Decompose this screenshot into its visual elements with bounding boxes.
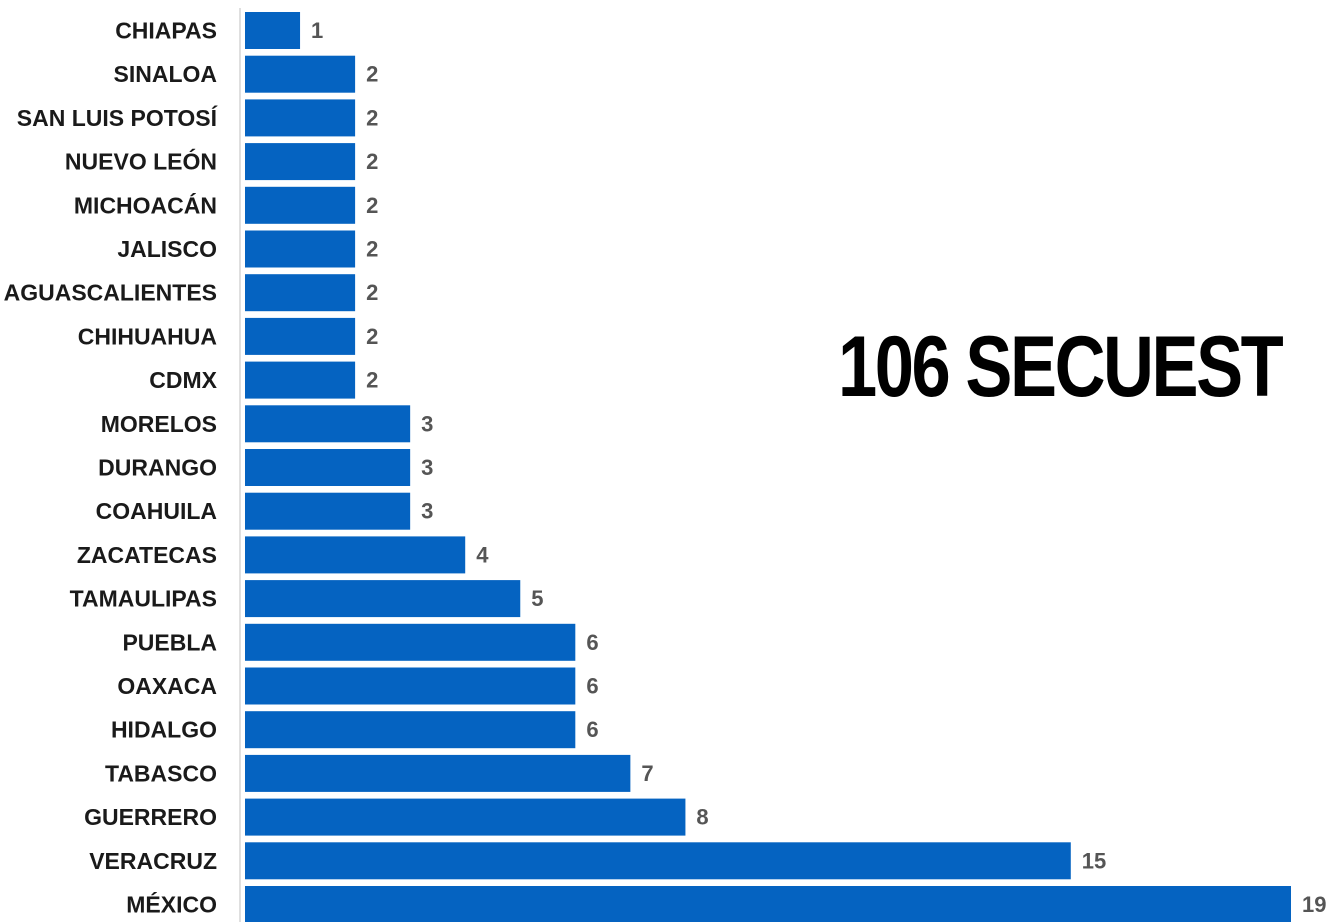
bar-11 xyxy=(245,492,411,530)
value-label: 6 xyxy=(586,630,598,655)
value-label: 2 xyxy=(366,368,378,393)
value-label: 7 xyxy=(641,761,653,786)
headline-text: 106 SECUEST xyxy=(838,319,1284,415)
bar-4 xyxy=(245,186,356,224)
bar-12 xyxy=(245,536,466,574)
bar-14 xyxy=(245,623,576,661)
bar-15 xyxy=(245,667,576,705)
bar-16 xyxy=(245,711,576,749)
bar-8 xyxy=(245,361,356,399)
category-label: ZACATECAS xyxy=(77,542,217,568)
bar-9 xyxy=(245,405,411,443)
category-label: JALISCO xyxy=(117,236,217,262)
category-label: MICHOACÁN xyxy=(74,191,217,218)
category-label: VERACRUZ xyxy=(89,848,217,874)
value-label: 3 xyxy=(421,411,433,436)
value-label: 2 xyxy=(366,280,378,305)
category-label: CHIHUAHUA xyxy=(78,323,217,349)
category-label: NUEVO LEÓN xyxy=(65,148,217,175)
bar-13 xyxy=(245,580,521,618)
value-label: 4 xyxy=(476,542,489,567)
bar-18 xyxy=(245,798,686,836)
category-label: SAN LUIS POTOSÍ xyxy=(17,104,218,131)
bar-2 xyxy=(245,99,356,137)
bar-17 xyxy=(245,754,631,792)
value-label: 8 xyxy=(696,805,708,830)
category-label: OAXACA xyxy=(117,673,217,699)
category-label: SINALOA xyxy=(114,61,218,87)
value-label: 3 xyxy=(421,499,433,524)
category-label: TAMAULIPAS xyxy=(70,586,217,612)
value-label: 3 xyxy=(421,455,433,480)
category-label: MORELOS xyxy=(101,411,217,437)
bar-10 xyxy=(245,449,411,486)
bar-20 xyxy=(245,886,1291,922)
bar-19 xyxy=(245,842,1071,880)
value-label: 2 xyxy=(366,62,378,87)
category-label: CHIAPAS xyxy=(115,18,217,44)
value-label: 19 xyxy=(1302,892,1326,917)
value-label: 5 xyxy=(531,586,543,611)
labels-layer: CHIAPAS 1 SINALOA 2 SAN LUIS POTOSÍ 2 NUEVO LE… xyxy=(4,18,1327,918)
category-label: DURANGO xyxy=(98,455,217,481)
category-label: CDMX xyxy=(149,367,217,393)
category-label: GUERRERO xyxy=(84,804,217,830)
value-label: 2 xyxy=(366,105,378,130)
value-label: 2 xyxy=(366,324,378,349)
value-label: 2 xyxy=(366,193,378,218)
category-label: PUEBLA xyxy=(122,629,217,655)
category-label: AGUASCALIENTES xyxy=(4,280,217,306)
bars-layer xyxy=(245,12,1291,922)
value-label: 2 xyxy=(366,237,378,262)
value-label: 2 xyxy=(366,149,378,174)
value-label: 1 xyxy=(311,18,323,43)
bar-5 xyxy=(245,230,356,268)
category-label: COAHUILA xyxy=(96,498,217,524)
bar-6 xyxy=(245,274,356,312)
category-label: TABASCO xyxy=(105,760,217,786)
bar-0 xyxy=(245,12,301,49)
category-label: HIDALGO xyxy=(111,717,217,743)
category-label: MÉXICO xyxy=(126,891,217,918)
value-label: 6 xyxy=(586,674,598,699)
value-label: 6 xyxy=(586,717,598,742)
bar-7 xyxy=(245,317,356,355)
value-label: 15 xyxy=(1082,848,1106,873)
bar-3 xyxy=(245,143,356,181)
bar-1 xyxy=(245,55,356,93)
